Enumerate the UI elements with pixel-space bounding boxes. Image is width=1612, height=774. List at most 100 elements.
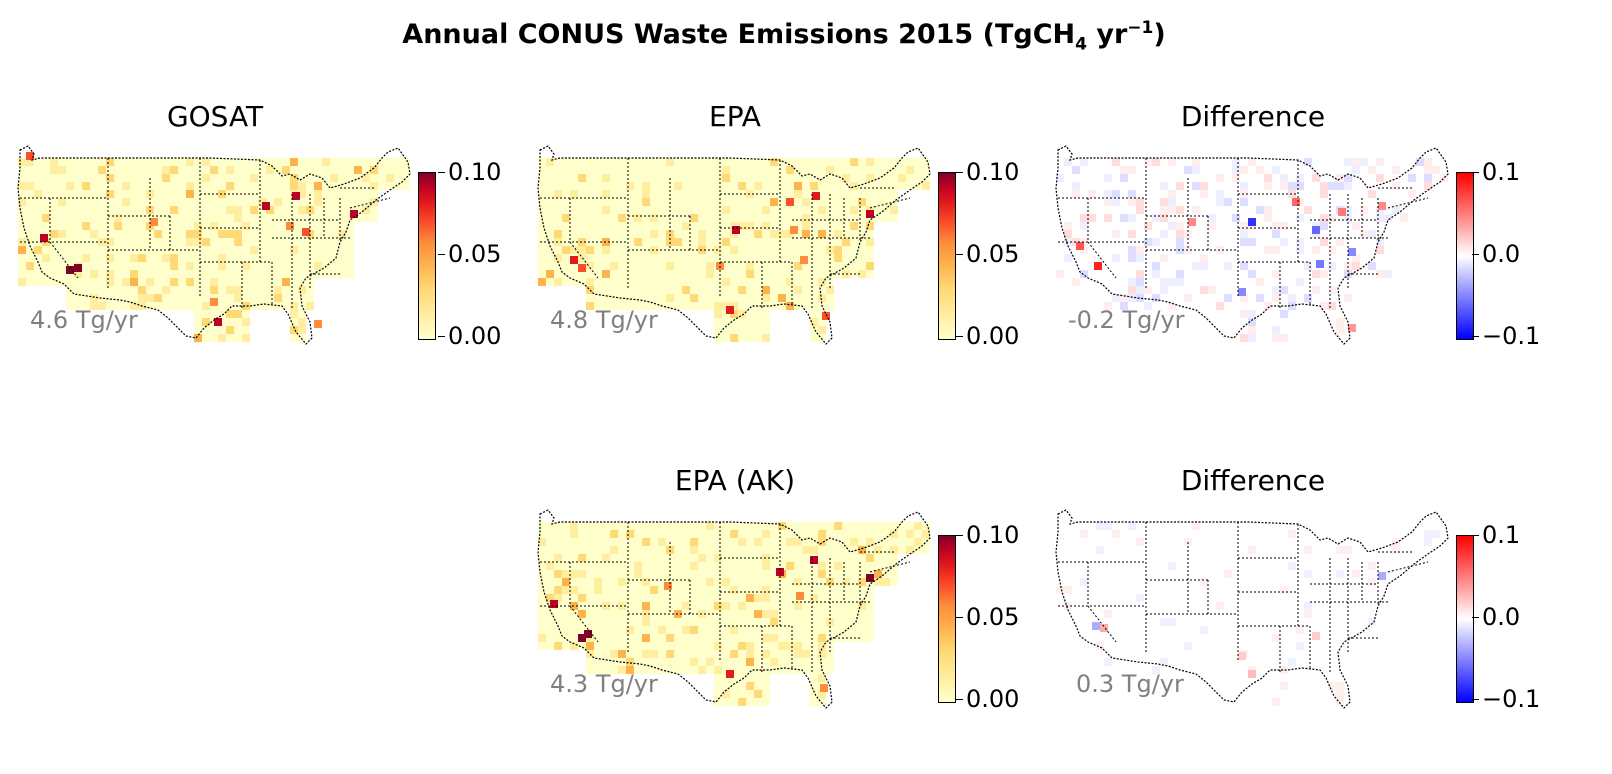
heatmap-cell (74, 294, 82, 302)
heatmap-cell (1336, 650, 1344, 658)
heatmap-cell (674, 570, 682, 578)
heatmap-cell (770, 586, 778, 594)
heatmap-cell (1280, 254, 1288, 262)
heatmap-cell (1328, 610, 1336, 618)
heatmap-cell (850, 586, 858, 594)
heatmap-cell (1136, 554, 1144, 562)
heatmap-cell (1288, 578, 1296, 586)
heatmap-cell (1400, 190, 1408, 198)
heatmap-cell (1136, 254, 1144, 262)
heatmap-cell (1296, 286, 1304, 294)
heatmap-cell (1160, 294, 1168, 302)
heatmap-cell (330, 166, 338, 174)
heatmap-cell (618, 530, 626, 538)
heatmap-cell (314, 182, 322, 190)
heatmap-cell (18, 262, 26, 270)
heatmap-cell (1136, 278, 1144, 286)
heatmap-cell (1064, 166, 1072, 174)
heatmap-cell (1112, 642, 1120, 650)
heatmap-cell (1224, 158, 1232, 166)
heatmap-cell (26, 206, 34, 214)
heatmap-cell (1400, 530, 1408, 538)
heatmap-cell (706, 206, 714, 214)
heatmap-cell (1152, 198, 1160, 206)
heatmap-cell (770, 182, 778, 190)
heatmap-cell (1328, 182, 1336, 190)
heatmap-cell (66, 222, 74, 230)
heatmap-cell (746, 246, 754, 254)
heatmap-cell (1352, 562, 1360, 570)
heatmap-cell (322, 230, 330, 238)
heatmap-cell (690, 214, 698, 222)
heatmap-cell (1248, 522, 1256, 530)
heatmap-cell (1160, 538, 1168, 546)
heatmap-cell (1344, 174, 1352, 182)
heatmap-cell (578, 610, 586, 618)
heatmap-cell (1088, 246, 1096, 254)
heatmap-cell (738, 538, 746, 546)
heatmap-cell (1104, 302, 1112, 310)
heatmap-cell (130, 198, 138, 206)
heatmap-cell (1152, 666, 1160, 674)
heatmap-cell (186, 302, 194, 310)
heatmap-cell (1208, 270, 1216, 278)
heatmap-cell (1312, 602, 1320, 610)
heatmap-cell (1280, 642, 1288, 650)
heatmap-cell (1248, 602, 1256, 610)
heatmap-cell (1272, 530, 1280, 538)
heatmap-cell (194, 326, 202, 334)
heatmap-cell (594, 546, 602, 554)
heatmap-cell (866, 238, 874, 246)
heatmap-cell (738, 674, 746, 682)
heatmap-cell (314, 190, 322, 198)
heatmap-cell (242, 198, 250, 206)
heatmap-cell (1192, 538, 1200, 546)
heatmap-cell (314, 214, 322, 222)
heatmap-cell (90, 198, 98, 206)
heatmap-cell (1320, 570, 1328, 578)
heatmap-cell (1296, 166, 1304, 174)
heatmap-cell (1088, 586, 1096, 594)
heatmap-cell (34, 158, 42, 166)
heatmap-cell (90, 246, 98, 254)
heatmap-cell (1232, 690, 1240, 698)
heatmap-cell (754, 206, 762, 214)
heatmap-cell (26, 166, 34, 174)
heatmap-cell (1168, 538, 1176, 546)
heatmap-cell (538, 570, 546, 578)
heatmap-cell (42, 254, 50, 262)
heatmap-cell (1272, 594, 1280, 602)
heatmap-cell (1152, 650, 1160, 658)
heatmap-cell (1240, 206, 1248, 214)
heatmap-cell (586, 666, 594, 674)
heatmap-cell (170, 262, 178, 270)
heatmap-cell (562, 214, 570, 222)
heatmap-cell (210, 214, 218, 222)
heatmap-cell (1296, 270, 1304, 278)
heatmap-cell (650, 546, 658, 554)
heatmap-cell (1264, 698, 1272, 706)
heatmap-cell (850, 594, 858, 602)
heatmap-cell (1064, 634, 1072, 642)
heatmap-cell (1256, 650, 1264, 658)
heatmap-cell (602, 166, 610, 174)
heatmap-cell (642, 198, 650, 206)
heatmap-cell (1240, 666, 1248, 674)
heatmap-cell (1192, 198, 1200, 206)
heatmap-cell (690, 158, 698, 166)
heatmap-cell (1264, 214, 1272, 222)
heatmap-cell (626, 198, 634, 206)
heatmap-cell (770, 222, 778, 230)
heatmap-hotspot (578, 634, 586, 642)
heatmap-hotspot (726, 670, 734, 678)
heatmap-cell (42, 246, 50, 254)
heatmap-cell (1064, 570, 1072, 578)
heatmap-cell (858, 562, 866, 570)
heatmap-cell (770, 246, 778, 254)
heatmap-cell (362, 198, 370, 206)
heatmap-cell (1160, 166, 1168, 174)
heatmap-cell (650, 578, 658, 586)
heatmap-cell (1168, 198, 1176, 206)
heatmap-cell (1376, 554, 1384, 562)
heatmap-cell (1408, 174, 1416, 182)
